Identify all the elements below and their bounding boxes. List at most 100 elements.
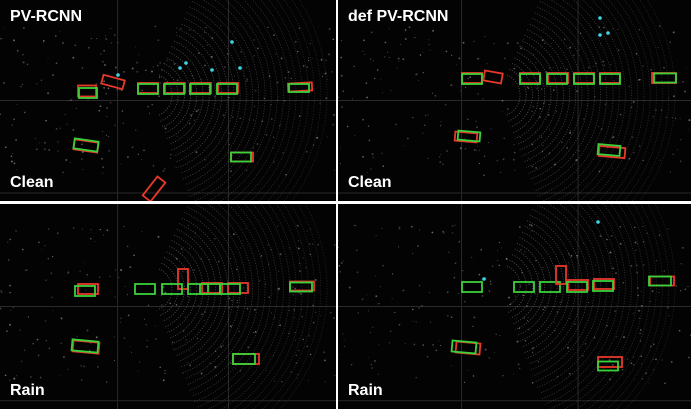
lidar-point [369,332,371,334]
prediction-box [567,279,589,291]
lidar-point [40,79,43,82]
lidar-point [559,67,562,69]
lidar-point [472,375,475,377]
lidar-ring [283,0,322,201]
lidar-point [672,153,674,155]
lidar-point [440,153,442,155]
lidar-point [107,87,110,90]
lidar-point [106,229,109,232]
prediction-box [482,69,504,85]
lidar-point [72,227,75,229]
prediction-box [100,73,126,91]
lidar-point [384,41,387,44]
lidar-point [446,150,449,152]
lidar-point [642,65,644,67]
lidar-point [362,118,364,121]
lidar-point [621,368,624,371]
lidar-point [428,291,431,294]
lidar-point [67,271,70,273]
lidar-point [105,381,108,383]
lidar-point [484,348,487,351]
lidar-point [619,113,622,116]
lidar-point [151,104,153,106]
lidar-point [667,228,669,230]
lidar-ring [537,0,608,197]
lidar-point [599,43,601,45]
lidar-point [471,256,473,259]
lidar-point [299,270,301,273]
lidar-point [44,245,46,247]
lidar-point [204,31,206,33]
lidar-point [157,64,159,67]
lidar-point [39,142,40,144]
prediction-box [77,283,99,295]
lidar-point [429,321,432,323]
lidar-point [288,247,290,249]
lidar-point [404,38,407,40]
lidar-point [173,63,176,65]
lidar-point [424,114,427,117]
lidar-point [81,379,83,381]
lidar-point [598,126,600,128]
lidar-point [187,224,189,226]
lidar-point [123,337,126,340]
lidar-point [164,369,166,372]
lidar-point [632,363,635,366]
lidar-point [277,96,279,98]
lidar-point [320,58,323,61]
lidar-point [164,372,166,375]
lidar-ring [191,204,266,397]
lidar-point [384,56,386,58]
lidar-point [223,66,226,69]
lidar-point [402,290,404,292]
lidar-point [321,76,324,78]
lidar-point [640,355,643,358]
lidar-point [675,285,678,287]
lidar-point [491,265,494,267]
lidar-point [169,302,172,305]
lidar-point [131,146,134,149]
lidar-point [290,371,292,373]
lidar-point [181,248,183,250]
lidar-ring [169,46,204,145]
lidar-point [105,134,107,136]
lidar-point [361,298,364,301]
lidar-point [640,290,642,292]
lidar-point [253,39,255,41]
lidar-ring [164,57,191,134]
lidar-point [603,64,605,66]
lidar-point [650,69,652,71]
lidar-point [247,346,250,349]
lidar-point [476,150,478,151]
lidar-point [635,249,637,251]
lidar-point [575,159,578,162]
lidar-point [62,356,65,359]
ground-truth-box [187,283,209,295]
lidar-point [60,342,63,345]
lidar-point [397,57,400,60]
lidar-point [661,359,663,361]
lidar-point [454,273,456,275]
lidar-point [272,147,274,149]
lidar-point [552,89,555,92]
lidar-point [474,149,476,151]
lidar-point [688,119,691,122]
lidar-point [600,128,603,131]
lidar-point [79,270,81,272]
lidar-point [309,42,311,45]
lidar-point [242,239,244,241]
lidar-point [273,317,275,319]
lidar-point [576,254,578,257]
lidar-ring [160,68,179,122]
lidar-point [176,32,178,34]
lidar-point [161,69,163,71]
lidar-point [528,88,530,90]
lidar-point [391,298,393,300]
lidar-point [680,139,682,141]
lidar-point [652,116,654,118]
lidar-point [587,104,589,106]
lidar-point [391,273,394,275]
lidar-ring [523,220,570,354]
lidar-point [34,137,37,139]
lidar-point [214,366,217,368]
